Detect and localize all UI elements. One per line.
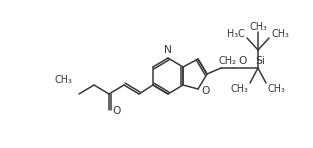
Text: H₃C: H₃C — [227, 29, 245, 39]
Text: CH₃: CH₃ — [249, 22, 267, 32]
Text: N: N — [164, 45, 172, 55]
Text: CH₃: CH₃ — [230, 84, 248, 94]
Text: CH₃: CH₃ — [268, 84, 286, 94]
Text: O: O — [113, 106, 121, 116]
Text: O: O — [239, 56, 247, 66]
Text: CH₃: CH₃ — [271, 29, 289, 39]
Text: CH₃: CH₃ — [54, 75, 72, 85]
Text: Si: Si — [255, 56, 265, 66]
Text: CH₂: CH₂ — [218, 56, 237, 66]
Text: O: O — [202, 86, 210, 96]
